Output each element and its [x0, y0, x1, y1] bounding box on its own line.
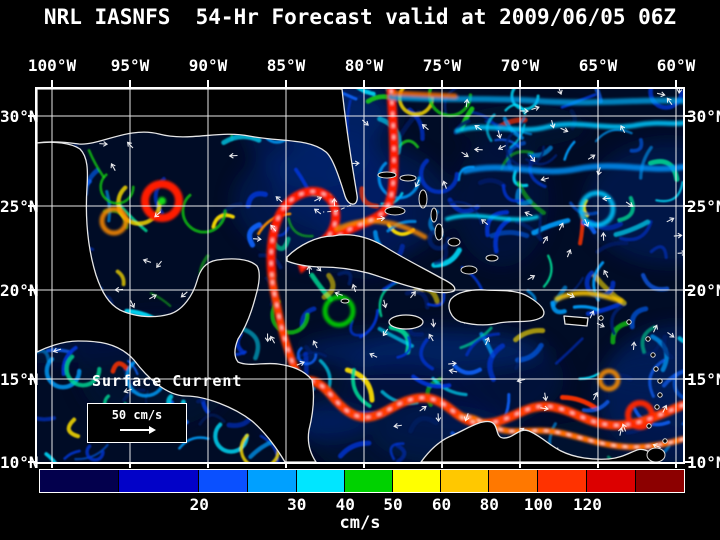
axis-tick-left [28, 115, 35, 117]
longitude-label: 95°W [110, 56, 150, 75]
axis-tick-left [28, 205, 35, 207]
axis-tick-right [685, 115, 692, 117]
axis-tick-left [28, 461, 35, 463]
longitude-label: 60°W [656, 56, 696, 75]
colorbar-cell [40, 470, 120, 492]
latitude-label-left: 20°N [0, 281, 39, 300]
colorbar-cell [248, 470, 297, 492]
colorbar-cell [441, 470, 490, 492]
latitude-label-right: 25°N [687, 197, 720, 216]
scale-arrow-icon [120, 426, 156, 434]
longitude-label: 75°W [422, 56, 462, 75]
axis-tick-bottom [597, 464, 599, 468]
longitude-label: 70°W [500, 56, 540, 75]
axis-tick-right [685, 378, 692, 380]
colorbar-unit-label: cm/s [339, 513, 381, 533]
latitude-label-right: 15°N [687, 370, 720, 389]
axis-tick-top [675, 80, 677, 87]
axis-tick-bottom [285, 464, 287, 468]
axis-tick-right [685, 461, 692, 463]
colorbar-tick-label: 40 [335, 495, 355, 514]
axis-tick-bottom [519, 464, 521, 468]
axis-tick-right [685, 205, 692, 207]
surface-current-label: Surface Current [92, 372, 243, 390]
surface-current-map [37, 89, 683, 462]
axis-tick-top [519, 80, 521, 87]
colorbar-tick-label: 50 [383, 495, 403, 514]
axis-tick-top [207, 80, 209, 87]
axis-tick-top [597, 80, 599, 87]
colorbar-cell [587, 470, 636, 492]
axis-tick-bottom [675, 464, 677, 468]
colorbar-cell [119, 470, 199, 492]
colorbar-cell [489, 470, 539, 492]
longitude-label: 80°W [344, 56, 384, 75]
latitude-label-left: 30°N [0, 107, 39, 126]
axis-tick-top [285, 80, 287, 87]
latitude-label-left: 10°N [0, 453, 39, 472]
colorbar-tick-label: 30 [287, 495, 307, 514]
longitude-label: 100°W [27, 56, 77, 75]
latitude-label-left: 25°N [0, 197, 39, 216]
plot-title: NRL IASNFS 54-Hr Forecast valid at 2009/… [43, 5, 677, 29]
scale-value-label: 50 cm/s [111, 408, 163, 422]
longitude-label: 65°W [578, 56, 618, 75]
axis-tick-bottom [207, 464, 209, 468]
axis-tick-top [363, 80, 365, 87]
colorbar-cell [392, 470, 442, 492]
longitude-label: 85°W [266, 56, 306, 75]
axis-tick-bottom [441, 464, 443, 468]
axis-tick-top [441, 80, 443, 87]
axis-tick-top [129, 80, 131, 87]
axis-tick-bottom [51, 464, 53, 468]
colorbar-cell [635, 470, 684, 492]
latitude-label-right: 10°N [687, 453, 720, 472]
colorbar-tick-label: 100 [523, 495, 553, 514]
colorbar-tick-label: 20 [189, 495, 209, 514]
colorbar-cell [345, 470, 393, 492]
map-frame: Surface Current 50 cm/s [35, 87, 685, 464]
colorbar-tick-label: 60 [431, 495, 452, 514]
axis-tick-left [28, 378, 35, 380]
axis-tick-left [28, 289, 35, 291]
latitude-label-left: 15°N [0, 370, 39, 389]
latitude-label-right: 20°N [687, 281, 720, 300]
axis-tick-right [685, 289, 692, 291]
colorbar-cell [198, 470, 249, 492]
axis-tick-bottom [129, 464, 131, 468]
colorbar [39, 469, 685, 493]
scale-legend-box: 50 cm/s [87, 403, 187, 443]
axis-tick-bottom [363, 464, 365, 468]
colorbar-tick-label: 120 [573, 495, 602, 514]
longitude-label: 90°W [188, 56, 228, 75]
colorbar-cell [538, 470, 588, 492]
latitude-label-right: 30°N [687, 107, 720, 126]
axis-tick-top [51, 80, 53, 87]
colorbar-cell [296, 470, 346, 492]
colorbar-tick-label: 80 [479, 495, 499, 514]
